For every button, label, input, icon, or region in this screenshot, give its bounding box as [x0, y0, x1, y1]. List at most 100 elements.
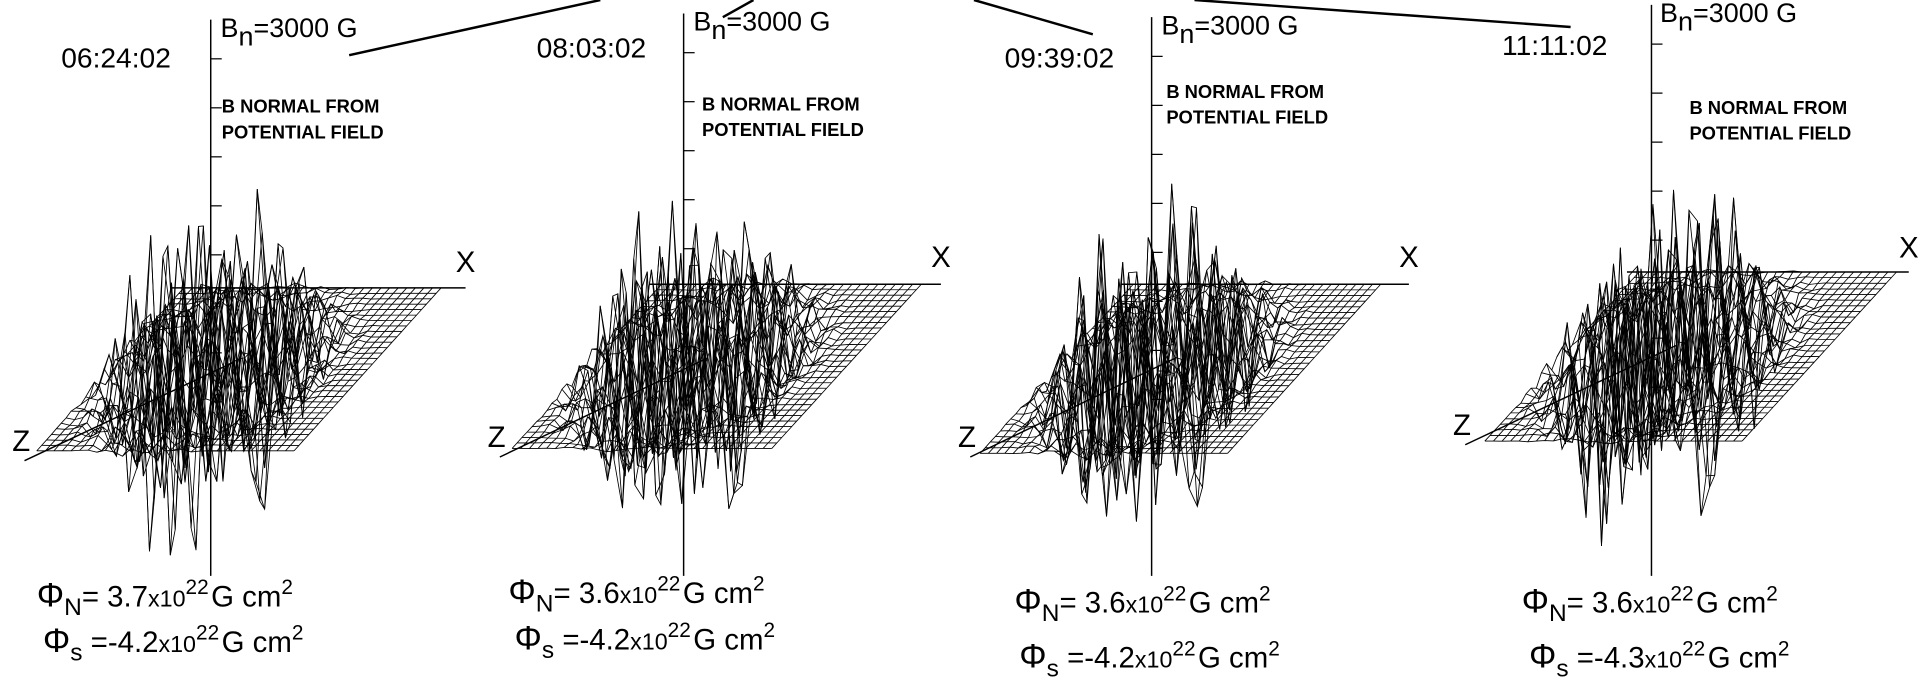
flux-label: ΦN= 3.6x1022 G cm2: [1014, 582, 1270, 627]
flux-subscript: s: [1556, 655, 1568, 682]
note: B NORMAL FROM: [1166, 81, 1324, 102]
field-label: Bn=3000 G: [221, 13, 358, 52]
flux-subscript: s: [1047, 655, 1059, 682]
x-axis-label: X: [931, 241, 951, 274]
mesh-line: [762, 283, 913, 449]
flux-base: x10: [620, 582, 658, 608]
field-subscript: n: [1179, 19, 1194, 49]
flux-unit: G cm: [693, 623, 763, 656]
flux-symbol: Φ: [1019, 638, 1046, 676]
flux-unit-exponent: 2: [281, 576, 293, 599]
mesh-line: [1623, 264, 1882, 317]
flux-unit: G cm: [222, 626, 292, 659]
flux-unit-exponent: 2: [1778, 637, 1790, 660]
flux-symbol: Φ: [515, 619, 542, 657]
mesh-line: [745, 283, 896, 449]
flux-subscript: N: [64, 594, 82, 621]
flux-unit-exponent: 2: [753, 573, 765, 596]
flux-value: =-4.2: [1059, 642, 1135, 675]
field-symbol: B: [693, 7, 711, 37]
mesh-line: [169, 264, 427, 334]
mesh-line: [736, 283, 887, 449]
flux-unit-exponent: 2: [764, 619, 776, 642]
flux-base: x10: [1633, 592, 1671, 618]
connector: [1194, 0, 1571, 29]
mesh-line: [1202, 283, 1357, 454]
mesh-line: [183, 282, 442, 290]
flux-unit: G cm: [683, 577, 753, 610]
flux-base: x10: [148, 585, 186, 611]
flux-symbol: Φ: [1522, 583, 1549, 621]
flux-label: Φs =-4.2x1022 G cm2: [1019, 637, 1280, 682]
mesh-line: [267, 287, 416, 452]
mesh-line: [259, 287, 408, 452]
mesh-line: [285, 287, 433, 452]
flux-base: x10: [1135, 647, 1173, 673]
flux-base: x10: [630, 628, 668, 654]
flux-symbol: Φ: [1529, 638, 1556, 676]
flux-symbol: Φ: [508, 573, 535, 611]
mesh-line: [1741, 271, 1897, 442]
mesh-line: [276, 287, 425, 452]
flux-subscript: N: [1549, 600, 1567, 627]
flux-unit-exponent: 2: [1766, 582, 1778, 605]
mesh-line: [656, 283, 917, 305]
note: B NORMAL FROM: [702, 93, 860, 114]
flux-unit-exponent: 2: [1259, 582, 1271, 605]
mesh-line: [1227, 283, 1382, 454]
flux-value: = 3.6: [1059, 587, 1125, 620]
flux-unit: G cm: [1696, 587, 1766, 620]
wireframe-surface: [511, 200, 922, 509]
z-axis-label: Z: [12, 425, 30, 458]
mesh-line: [651, 273, 912, 309]
mesh-line: [159, 232, 417, 376]
mesh-line: [636, 248, 897, 359]
mesh-line: [178, 287, 437, 301]
mesh-line: [1117, 276, 1366, 353]
flux-label: ΦN= 3.6x1022 G cm2: [508, 573, 764, 618]
field-label: Bn=3000 G: [1660, 0, 1797, 37]
flux-label: ΦN= 3.6x1022 G cm2: [1522, 582, 1778, 627]
flux-value: = 3.6: [1567, 587, 1633, 620]
mesh-line: [1716, 271, 1872, 442]
wireframe-surface: [36, 189, 442, 556]
mesh-line: [1724, 271, 1880, 442]
flux-exponent: 22: [1670, 582, 1693, 605]
connector: [973, 0, 1094, 36]
field-subscript: n: [1678, 7, 1693, 37]
flux-exponent: 22: [1172, 637, 1195, 660]
flux-value: =-4.2: [554, 623, 630, 656]
mesh-line: [641, 278, 902, 342]
note: POTENTIAL FIELD: [1689, 123, 1851, 144]
flux-unit: G cm: [1198, 642, 1268, 675]
field-value: =3000 G: [1194, 10, 1298, 40]
flux-label: Φs =-4.2x1022 G cm2: [43, 622, 304, 667]
mesh-line: [1133, 280, 1381, 291]
mesh-line: [646, 263, 907, 325]
mesh-line: [771, 283, 922, 449]
flux-value: = 3.7: [82, 580, 148, 613]
x-axis-label: X: [1399, 241, 1419, 274]
wireframe-surface: [979, 183, 1382, 522]
note: B NORMAL FROM: [222, 96, 380, 117]
mesh-line: [1639, 268, 1897, 276]
z-axis-label: Z: [1453, 409, 1471, 442]
flux-exponent: 22: [186, 576, 209, 599]
mesh-line: [1618, 215, 1876, 333]
wireframe-surface: [1484, 189, 1897, 546]
flux-base: x10: [1126, 592, 1164, 618]
flux-symbol: Φ: [43, 622, 70, 660]
flux-label: Φs =-4.2x1022 G cm2: [515, 619, 776, 664]
time-label: 11:11:02: [1502, 29, 1607, 61]
mesh-line: [1123, 274, 1371, 312]
mesh-line: [1194, 283, 1349, 454]
mesh-line: [661, 278, 922, 290]
flux-unit: G cm: [1708, 642, 1778, 675]
flux-exponent: 22: [1163, 582, 1186, 605]
connector: [348, 0, 601, 57]
mesh-line: [293, 287, 442, 452]
field-label: Bn=3000 G: [1161, 10, 1298, 49]
mesh-line: [1733, 271, 1889, 442]
connector-lines: [348, 0, 1571, 57]
